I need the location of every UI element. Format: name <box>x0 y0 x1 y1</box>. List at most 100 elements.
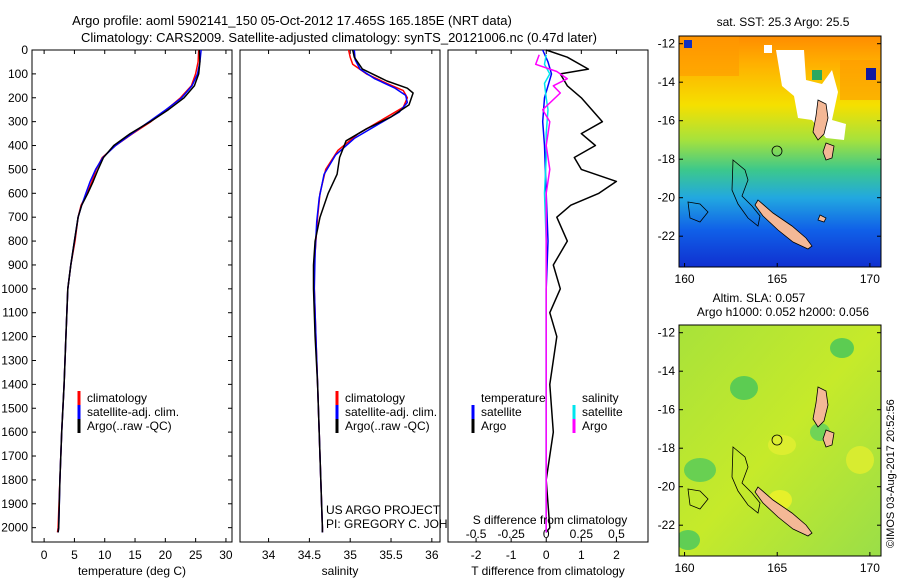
x-tick-label: 35 <box>344 548 358 562</box>
lon-tick-label: 170 <box>860 272 880 286</box>
vanuatu-island <box>812 386 829 428</box>
depth-tick-label: 400 <box>8 139 28 153</box>
difference-panel: -2 -1 0 1 2 -0.5 -0.25 0 0.25 0.5 T difference f… <box>447 49 649 578</box>
depth-tick-label: 1800 <box>1 473 28 487</box>
salinity-profiles <box>312 49 414 533</box>
depth-tick-label: 1500 <box>1 401 28 415</box>
reef-outline <box>731 446 761 514</box>
lat-tick-label: -22 <box>658 518 676 532</box>
legend-satellite: satellite-adj. clim. <box>345 405 437 419</box>
sst-cloud-mask <box>764 45 772 53</box>
legend-argo: Argo(..raw -QC) <box>87 419 172 433</box>
s-tick-label: 0 <box>543 527 550 541</box>
sla-low-anomaly <box>684 458 716 482</box>
vanuatu-island <box>812 99 829 141</box>
lon-tick-label: 165 <box>767 561 787 575</box>
depth-tick-label: 1100 <box>2 306 28 320</box>
sla-low-anomaly <box>830 338 854 358</box>
new-caledonia-island <box>754 199 813 250</box>
s-tick-label: -0.5 <box>466 527 487 541</box>
reef-outline <box>687 201 709 223</box>
sst-map-frame <box>678 35 882 268</box>
islet <box>817 214 827 223</box>
x-tick-label: 35.5 <box>379 548 403 562</box>
x-tick-label: -2 <box>471 548 482 562</box>
depth-tick-label: 1200 <box>1 330 28 344</box>
depth-tick-label: 600 <box>8 186 28 200</box>
sst-coastline-outlines <box>687 145 783 227</box>
pi-annotation: PI: GREGORY C. JOHNSON <box>326 517 482 531</box>
sla-map-frame <box>678 324 882 557</box>
lat-tick-label: -20 <box>658 480 676 494</box>
temperature-legend: climatology satellite-adj. clim. Argo(..… <box>77 391 179 433</box>
legend-s-satellite: satellite <box>582 405 623 419</box>
x-tick-label: 0 <box>41 548 48 562</box>
legend-climatology: climatology <box>87 391 147 405</box>
lon-tick-label: 170 <box>860 561 880 575</box>
sst-map: sat. SST: 25.3 Argo: 25.5 -12 -14 -16 -18 -2… <box>658 15 882 286</box>
difference-profiles <box>534 49 618 533</box>
legend-temperature-header: temperature <box>481 391 546 405</box>
lat-tick-label: -12 <box>658 326 676 340</box>
x-tick-label: 10 <box>98 548 112 562</box>
temperature-axes-box <box>31 49 233 543</box>
sla-coastline-outlines <box>687 434 783 514</box>
depth-tick-label: 100 <box>8 67 28 81</box>
title-line-1: Argo profile: aoml 5902141_150 05-Oct-20… <box>72 13 512 28</box>
sla-lat-ticks: -12 -14 -16 -18 -20 -22 <box>658 326 881 532</box>
x-tick-label: 34.5 <box>298 548 322 562</box>
depth-tick-label: 0 <box>21 43 28 57</box>
sla-low-anomaly <box>730 376 758 400</box>
salinity-tick-labels: 34 34.5 35 35.5 36 <box>262 50 439 562</box>
lon-tick-label: 160 <box>675 561 695 575</box>
legend-satellite: satellite-adj. clim. <box>87 405 179 419</box>
depth-tick-label: 1900 <box>1 497 28 511</box>
sst-land-mask <box>684 40 692 48</box>
sla-map-title-line-2: Argo h1000: 0.052 h2000: 0.056 <box>697 305 869 319</box>
temperature-tick-labels: 0 5 10 15 20 25 30 <box>41 50 233 562</box>
x-tick-label: 0 <box>543 548 550 562</box>
depth-tick-label: 500 <box>8 162 28 176</box>
salinity-panel: 34 34.5 35 35.5 36 salinity climatology sate… <box>239 49 482 578</box>
s-difference-xlabel: S difference from climatology <box>473 513 628 527</box>
reef-outline <box>687 488 709 510</box>
depth-tick-label: 1400 <box>1 377 28 391</box>
sst-map-title: sat. SST: 25.3 Argo: 25.5 <box>717 15 850 29</box>
legend-argo: Argo(..raw -QC) <box>345 419 430 433</box>
series-argo <box>312 49 414 533</box>
temperature-xlabel: temperature (deg C) <box>78 564 186 578</box>
sst-lat-ticks: -12 -14 -16 -18 -20 -22 <box>658 37 881 243</box>
depth-tick-label: 1600 <box>1 425 28 439</box>
sst-lon-ticks: 160 165 170 <box>675 263 880 286</box>
vanuatu-island <box>822 142 835 161</box>
depth-tick-label: 1000 <box>1 282 28 296</box>
sst-land-mask <box>812 70 822 80</box>
x-tick-label: 36 <box>425 548 439 562</box>
argo-position-marker <box>771 145 783 157</box>
difference-legend: temperature salinity satellite Argo sate… <box>471 391 623 433</box>
sla-coastlines <box>754 386 835 537</box>
x-tick-label: 30 <box>219 548 233 562</box>
legend-climatology: climatology <box>345 391 405 405</box>
t-difference-xlabel: T difference from climatology <box>471 564 625 578</box>
salinity-xlabel: salinity <box>322 564 359 578</box>
lat-tick-label: -22 <box>658 229 676 243</box>
argo-position-marker <box>771 434 783 446</box>
s-tick-label: 0.25 <box>570 527 594 541</box>
salinity-legend: climatology satellite-adj. clim. Argo(..… <box>335 391 437 433</box>
depth-tick-label: 2000 <box>1 521 28 535</box>
sst-cloud-mask <box>776 50 846 140</box>
x-tick-label: 1 <box>578 548 585 562</box>
legend-t-argo: Argo <box>481 419 507 433</box>
legend-t-satellite: satellite <box>481 405 522 419</box>
lat-tick-label: -20 <box>658 191 676 205</box>
legend-s-argo: Argo <box>582 419 608 433</box>
x-tick-label: 5 <box>71 548 78 562</box>
series-t-argo <box>545 49 618 533</box>
sla-high-anomaly <box>846 446 874 474</box>
x-tick-label: 20 <box>159 548 173 562</box>
legend-salinity-header: salinity <box>582 391 619 405</box>
x-tick-label: -1 <box>506 548 517 562</box>
depth-tick-label: 200 <box>8 91 28 105</box>
lat-tick-label: -16 <box>658 403 676 417</box>
